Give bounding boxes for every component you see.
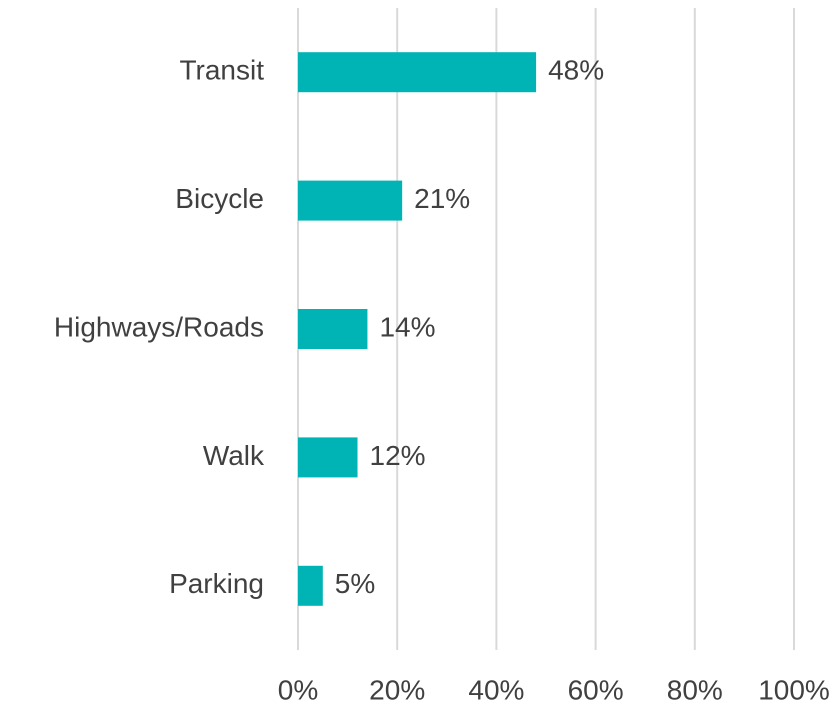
bar [298,565,323,606]
x-tick-label: 60% [568,674,624,705]
x-tick-label: 40% [468,674,524,705]
y-tick-label: Walk [203,440,265,471]
bar [298,309,368,349]
bar [298,180,403,221]
x-tick-label: 80% [667,674,723,705]
y-tick-label: Parking [169,568,264,599]
data-label: 14% [379,311,435,342]
bar [298,437,358,478]
x-tick-label: 20% [369,674,425,705]
bar [298,52,537,93]
y-tick-label: Bicycle [175,183,264,214]
x-tick-label: 0% [278,674,318,705]
y-tick-label: Highways/Roads [54,311,264,342]
data-label: 21% [414,183,470,214]
data-label: 12% [370,440,426,471]
y-tick-label: Transit [179,55,264,86]
x-tick-label: 100% [758,674,830,705]
data-label: 5% [335,568,375,599]
data-label: 48% [548,55,604,86]
